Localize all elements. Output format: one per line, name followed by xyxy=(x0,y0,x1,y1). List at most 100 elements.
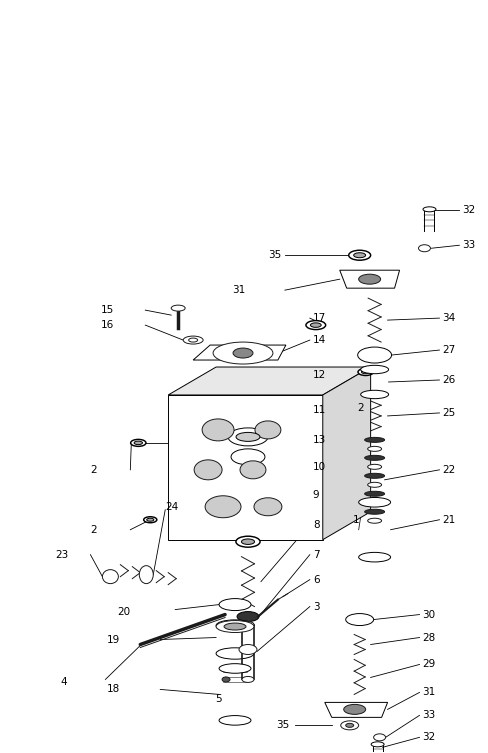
Text: 1: 1 xyxy=(352,515,359,525)
Text: 13: 13 xyxy=(312,435,325,445)
Ellipse shape xyxy=(353,253,365,258)
Text: 2: 2 xyxy=(357,403,364,413)
Ellipse shape xyxy=(345,614,373,626)
Text: 30: 30 xyxy=(422,610,435,620)
Text: 12: 12 xyxy=(312,370,325,380)
Ellipse shape xyxy=(422,207,435,212)
Text: 16: 16 xyxy=(100,320,113,330)
Text: 7: 7 xyxy=(312,550,319,559)
Ellipse shape xyxy=(370,742,383,747)
Text: 21: 21 xyxy=(442,515,455,525)
Ellipse shape xyxy=(340,721,358,730)
Ellipse shape xyxy=(367,465,381,469)
Ellipse shape xyxy=(183,336,203,344)
Text: 8: 8 xyxy=(312,520,319,529)
Polygon shape xyxy=(339,270,399,288)
Ellipse shape xyxy=(202,419,234,441)
Ellipse shape xyxy=(213,342,272,364)
Ellipse shape xyxy=(357,347,391,363)
Polygon shape xyxy=(193,345,285,360)
Ellipse shape xyxy=(134,441,142,444)
Ellipse shape xyxy=(230,449,264,465)
Text: 19: 19 xyxy=(107,635,120,645)
Text: 32: 32 xyxy=(422,733,435,742)
Ellipse shape xyxy=(358,274,380,284)
Ellipse shape xyxy=(357,368,372,376)
Text: 10: 10 xyxy=(312,462,325,472)
Ellipse shape xyxy=(102,569,118,584)
Text: 33: 33 xyxy=(422,710,435,721)
Ellipse shape xyxy=(219,715,250,725)
Ellipse shape xyxy=(219,663,250,673)
Ellipse shape xyxy=(253,498,281,516)
Text: 35: 35 xyxy=(276,721,289,730)
Ellipse shape xyxy=(361,370,369,373)
Text: 32: 32 xyxy=(462,206,475,215)
Ellipse shape xyxy=(224,623,245,630)
Ellipse shape xyxy=(188,338,197,342)
Polygon shape xyxy=(322,367,370,540)
Ellipse shape xyxy=(204,495,241,518)
Text: 15: 15 xyxy=(100,305,113,315)
Text: 33: 33 xyxy=(462,240,475,250)
Text: 23: 23 xyxy=(56,550,69,559)
Text: 26: 26 xyxy=(442,375,455,385)
Ellipse shape xyxy=(236,432,260,441)
Ellipse shape xyxy=(227,428,267,446)
Ellipse shape xyxy=(418,245,429,252)
Text: 2: 2 xyxy=(90,525,97,535)
Ellipse shape xyxy=(305,321,325,330)
Ellipse shape xyxy=(367,500,381,505)
Ellipse shape xyxy=(364,491,384,496)
Ellipse shape xyxy=(219,599,250,611)
Ellipse shape xyxy=(367,483,381,487)
Text: 34: 34 xyxy=(442,313,455,323)
Ellipse shape xyxy=(242,621,253,627)
Ellipse shape xyxy=(348,250,370,261)
Text: 35: 35 xyxy=(268,250,281,261)
Text: 14: 14 xyxy=(312,335,325,345)
Text: 24: 24 xyxy=(165,501,178,512)
Ellipse shape xyxy=(171,305,185,311)
Ellipse shape xyxy=(240,461,265,479)
Text: 4: 4 xyxy=(61,678,67,687)
Text: 17: 17 xyxy=(312,313,325,323)
Text: 3: 3 xyxy=(312,602,319,611)
Ellipse shape xyxy=(216,648,253,659)
Text: 31: 31 xyxy=(231,285,244,295)
Ellipse shape xyxy=(235,536,260,547)
Text: 29: 29 xyxy=(422,660,435,669)
Ellipse shape xyxy=(364,437,384,442)
Ellipse shape xyxy=(364,474,384,478)
Ellipse shape xyxy=(254,421,280,439)
Ellipse shape xyxy=(364,456,384,460)
Text: 27: 27 xyxy=(442,345,455,355)
Text: 18: 18 xyxy=(107,684,120,694)
Ellipse shape xyxy=(216,620,253,631)
Ellipse shape xyxy=(139,566,153,584)
Ellipse shape xyxy=(345,724,353,727)
Ellipse shape xyxy=(360,365,388,373)
Ellipse shape xyxy=(222,677,229,682)
Ellipse shape xyxy=(360,390,388,398)
Text: 11: 11 xyxy=(312,405,325,415)
Ellipse shape xyxy=(194,460,222,480)
Text: 5: 5 xyxy=(214,694,221,704)
Ellipse shape xyxy=(146,518,154,521)
Polygon shape xyxy=(324,703,387,718)
Polygon shape xyxy=(168,395,322,540)
Ellipse shape xyxy=(364,509,384,514)
Text: 9: 9 xyxy=(312,489,319,500)
Ellipse shape xyxy=(241,539,254,544)
Ellipse shape xyxy=(130,440,146,447)
Text: 25: 25 xyxy=(442,408,455,418)
Text: 20: 20 xyxy=(117,607,130,617)
Text: 31: 31 xyxy=(422,687,435,697)
Ellipse shape xyxy=(237,611,259,621)
Ellipse shape xyxy=(143,517,157,523)
Ellipse shape xyxy=(239,645,256,654)
Ellipse shape xyxy=(310,323,321,328)
Text: 22: 22 xyxy=(442,465,455,475)
Polygon shape xyxy=(168,367,370,395)
Ellipse shape xyxy=(367,447,381,451)
